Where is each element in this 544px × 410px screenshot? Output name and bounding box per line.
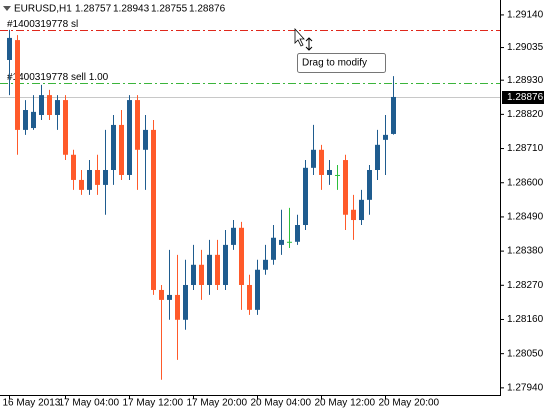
plot: #1400319778 sl #1400319778 sell 1.00	[0, 19, 500, 380]
candle-body	[311, 149, 316, 168]
candle-body	[215, 254, 220, 285]
candle-body	[367, 169, 372, 200]
order-label: #1400319778 sl	[7, 19, 78, 30]
tooltip: Drag to modify	[297, 53, 386, 73]
candle-body	[303, 167, 308, 226]
candle-body	[111, 124, 116, 170]
candle-body	[247, 284, 252, 310]
candle-body	[79, 179, 84, 190]
y-tick-label: 1.28490	[507, 212, 544, 223]
candle-body	[351, 209, 356, 221]
candle-body	[319, 149, 324, 175]
candle-body	[23, 110, 28, 130]
cursor-resize	[305, 37, 313, 51]
price-box	[502, 91, 544, 104]
candle-body	[63, 100, 68, 155]
candle-body	[39, 95, 44, 115]
order-label: #1400319778 sell 1.00	[7, 72, 109, 83]
candle-body	[391, 96, 396, 134]
candle-body	[71, 154, 76, 180]
candle-body	[271, 237, 276, 260]
x-tick-label: 17 May 04:00	[59, 398, 120, 409]
x-tick-label: 16 May 2013	[3, 398, 61, 409]
candle-body	[151, 129, 156, 290]
candle-body	[231, 227, 236, 245]
candle-body	[95, 169, 100, 185]
candle-body	[135, 100, 140, 150]
x-tick-label: 17 May 20:00	[187, 398, 248, 409]
candle-body	[295, 225, 300, 242]
x-tick-label: 20 May 12:00	[315, 398, 376, 409]
candle-body	[263, 259, 268, 270]
symbol: EURUSD,H1	[14, 4, 72, 15]
candle-body	[167, 294, 172, 300]
candle-body	[119, 124, 124, 175]
y-tick-label: 1.28050	[507, 348, 544, 359]
y-tick-label: 1.28820	[507, 109, 544, 120]
y-tick-label: 1.29140	[507, 10, 544, 21]
candle-body	[287, 241, 292, 243]
tooltip-text: Drag to modify	[302, 58, 367, 69]
candle-body	[127, 100, 132, 175]
header-low: 1.28755	[151, 4, 188, 15]
candle-body	[199, 264, 204, 285]
y-tick-label: 1.29035	[507, 42, 544, 53]
x-tick-label: 20 May 04:00	[251, 398, 312, 409]
candle-body	[15, 40, 20, 130]
y-tick-label: 1.28270	[507, 280, 544, 291]
candle-body	[327, 169, 332, 175]
y-tick-label: 1.28380	[507, 246, 544, 257]
candle-body	[375, 144, 380, 170]
y-tick-label: 1.28930	[507, 75, 544, 86]
candle-body	[143, 129, 148, 150]
candle-body	[47, 95, 52, 115]
candle-body	[359, 199, 364, 221]
candle-body	[183, 284, 188, 320]
header-high: 1.28943	[113, 4, 150, 15]
candle-body	[207, 254, 212, 285]
candle-body	[7, 37, 12, 60]
candle-body	[383, 134, 388, 140]
candle-body	[31, 111, 36, 129]
y-tick-label: 1.28600	[507, 177, 544, 188]
candle-body	[239, 227, 244, 285]
candle-body	[103, 169, 108, 185]
cursor	[294, 27, 305, 47]
y-tick-label: 1.28710	[507, 143, 544, 154]
candle-body	[159, 289, 164, 300]
candle-body	[87, 169, 92, 190]
x-tick-label: 20 May 20:00	[379, 398, 440, 409]
y-tick-label: 1.27940	[507, 382, 544, 393]
candle-body	[279, 239, 284, 245]
header-close: 1.28876	[189, 4, 226, 15]
candle-body	[335, 174, 340, 176]
tooltip-box	[297, 53, 386, 73]
price-box-label: 1.28876	[507, 92, 544, 103]
y-tick-label: 1.28160	[507, 314, 544, 325]
candle-body	[191, 264, 196, 285]
candle-body	[175, 294, 180, 320]
candle-body	[55, 100, 60, 115]
candle-body	[223, 244, 228, 285]
candle-body	[343, 160, 348, 215]
header-open: 1.28757	[75, 4, 112, 15]
header-prices: 1.28757 1.28943 1.28755 1.28876	[75, 4, 226, 15]
collapse-icon[interactable]	[3, 6, 11, 11]
candle-body	[255, 269, 260, 310]
x-tick-label: 17 May 12:00	[123, 398, 184, 409]
